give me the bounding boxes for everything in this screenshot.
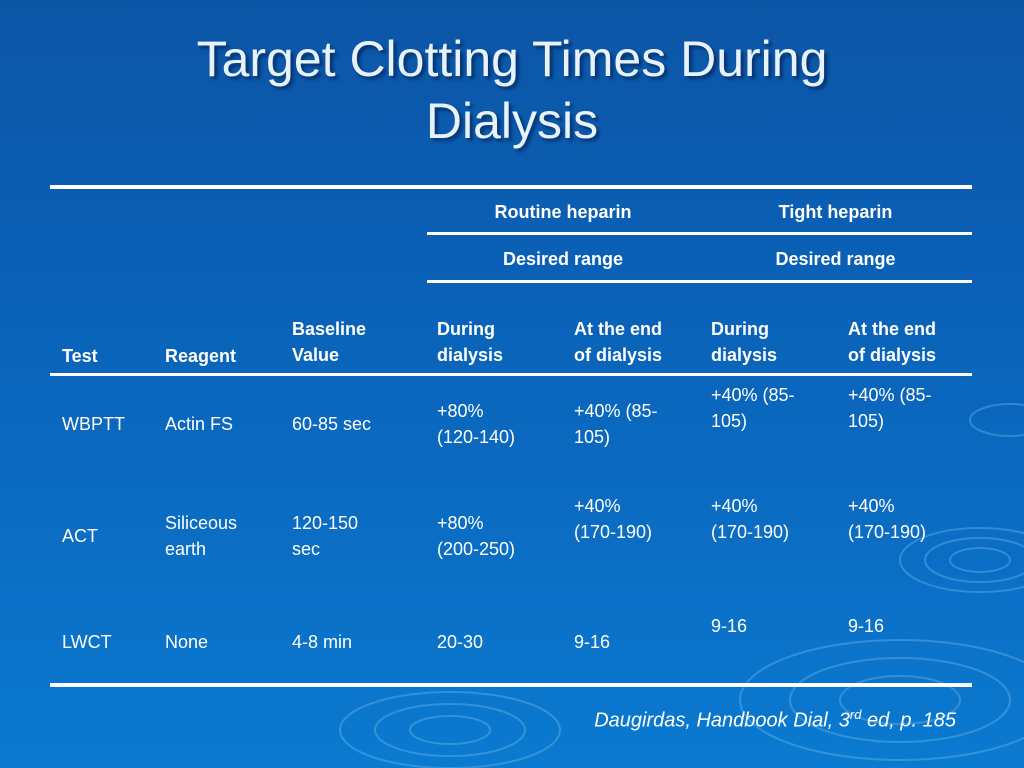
cell-baseline-line-1: 60-85 sec (292, 414, 372, 434)
slide-title-line-2: Dialysis (425, 93, 599, 149)
column-header-tight-end-line-2: of dialysis (848, 345, 937, 365)
column-header-routine-end-line-1: At the end (574, 319, 662, 339)
cell-baseline: 4-8 min (292, 629, 352, 655)
column-header-routine-end-line-2: of dialysis (574, 345, 663, 365)
column-header-routine-during-line-1: During (437, 319, 495, 339)
cell-tight-during-line-2: (170-190) (711, 522, 790, 542)
sub-header-routine-desired-range: Desired range (502, 249, 624, 269)
cell-tight-end-line-1: +40% (848, 496, 895, 516)
cell-reagent: None (165, 629, 208, 655)
column-header-routine-during: During dialysis (437, 316, 503, 368)
cell-tight-during: +40% (170-190) (711, 493, 789, 545)
cell-tight-end-line-2: 105) (848, 411, 885, 431)
cell-routine-during: +80% (120-140) (437, 398, 515, 450)
citation: Daugirdas, Handbook Dial, 3rd ed, p. 185 (594, 707, 956, 733)
cell-tight-end: +40% (170-190) (848, 493, 926, 545)
column-header-rule (50, 373, 972, 376)
cell-tight-during: +40% (85- 105) (711, 382, 795, 434)
cell-routine-end-line-2: (170-190) (574, 522, 653, 542)
citation-text-before: Daugirdas, Handbook Dial, 3 (594, 709, 850, 732)
sub-header-tight-desired-range: Desired range (775, 249, 896, 269)
cell-reagent-line-2: earth (165, 539, 207, 559)
cell-tight-during-line-2: 105) (711, 411, 748, 431)
slide-title-line-1: Target Clotting Times During (196, 31, 828, 87)
slide-title: Target Clotting Times During Dialysis (0, 28, 1024, 152)
sub-header-rule (427, 280, 972, 283)
cell-reagent-line-1: Actin FS (165, 414, 234, 434)
cell-routine-end-line-1: +40% (85- (574, 401, 658, 421)
column-header-baseline-line-2: Value (292, 345, 340, 365)
column-header-tight-during-line-1: During (711, 319, 769, 339)
cell-routine-during-line-1: 20-30 (437, 632, 484, 652)
cell-routine-end: +40% (170-190) (574, 493, 652, 545)
cell-baseline-line-2: sec (292, 539, 321, 559)
column-header-baseline-line-1: Baseline (292, 319, 367, 339)
cell-routine-during-line-1: +80% (437, 513, 484, 533)
cell-routine-during-line-1: +80% (437, 401, 484, 421)
citation-superscript: rd (849, 707, 862, 722)
citation-text-after: ed, p. 185 (861, 709, 956, 732)
cell-reagent: Actin FS (165, 411, 233, 437)
cell-routine-end-line-1: 9-16 (574, 632, 611, 652)
column-header-tight-end-line-1: At the end (848, 319, 936, 339)
cell-tight-end: 9-16 (848, 613, 884, 639)
column-header-reagent: Reagent (165, 346, 237, 366)
column-header-test: Test (62, 346, 98, 366)
cell-test: WBPTT (62, 414, 125, 434)
cell-routine-during: 20-30 (437, 629, 483, 655)
column-header-tight-end: At the end of dialysis (848, 316, 936, 368)
column-header-baseline-value: Baseline Value (292, 316, 366, 368)
cell-routine-during-line-2: (120-140) (437, 427, 516, 447)
cell-test: ACT (62, 526, 98, 546)
group-header-routine-heparin: Routine heparin (494, 202, 632, 222)
column-header-tight-during: During dialysis (711, 316, 777, 368)
cell-baseline-line-1: 120-150 (292, 513, 359, 533)
cell-tight-during-line-1: +40% (711, 496, 758, 516)
cell-routine-end-line-2: 105) (574, 427, 611, 447)
cell-reagent-line-1: None (165, 632, 209, 652)
cell-baseline-line-1: 4-8 min (292, 632, 353, 652)
cell-routine-during: +80% (200-250) (437, 510, 515, 562)
cell-routine-end-line-1: +40% (574, 496, 621, 516)
group-header-rule (427, 232, 972, 235)
cell-routine-end: +40% (85- 105) (574, 398, 658, 450)
cell-tight-end-line-2: (170-190) (848, 522, 927, 542)
cell-reagent: Siliceous earth (165, 510, 237, 562)
table-top-rule (50, 185, 972, 189)
cell-reagent-line-1: Siliceous (165, 513, 238, 533)
cell-tight-during-line-1: 9-16 (711, 616, 748, 636)
cell-baseline: 120-150 sec (292, 510, 358, 562)
cell-test: LWCT (62, 632, 112, 652)
column-header-routine-during-line-2: dialysis (437, 345, 504, 365)
column-header-routine-end: At the end of dialysis (574, 316, 662, 368)
cell-tight-end: +40% (85- 105) (848, 382, 932, 434)
cell-tight-during-line-1: +40% (85- (711, 385, 795, 405)
cell-tight-during: 9-16 (711, 613, 747, 639)
cell-tight-end-line-1: +40% (85- (848, 385, 932, 405)
cell-routine-end: 9-16 (574, 629, 610, 655)
cell-baseline: 60-85 sec (292, 411, 371, 437)
cell-tight-end-line-1: 9-16 (848, 616, 885, 636)
table-bottom-rule (50, 683, 972, 687)
cell-routine-during-line-2: (200-250) (437, 539, 516, 559)
column-header-tight-during-line-2: dialysis (711, 345, 778, 365)
group-header-tight-heparin: Tight heparin (778, 202, 893, 222)
